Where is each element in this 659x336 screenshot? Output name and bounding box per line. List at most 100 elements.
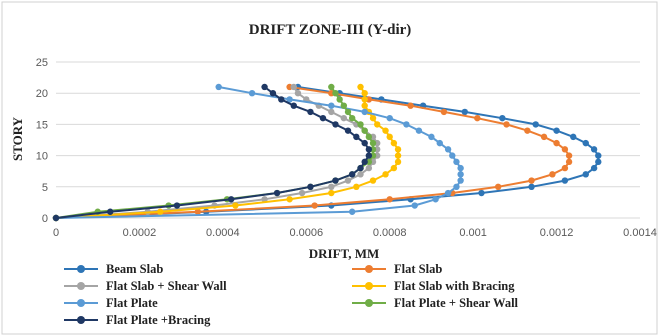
data-point (319, 114, 327, 122)
data-point (565, 152, 573, 159)
data-point (390, 164, 398, 172)
data-point (353, 183, 360, 190)
legend-swatch (352, 298, 386, 308)
grid-lines (56, 61, 640, 219)
data-point (261, 83, 268, 91)
data-point (499, 114, 506, 122)
data-point (232, 202, 239, 209)
data-point (361, 108, 368, 116)
data-point (369, 177, 377, 184)
legend-item: Flat Plate + Shear Wall (352, 296, 518, 310)
data-point (307, 183, 314, 190)
data-point (478, 189, 485, 197)
legend-swatch (64, 315, 98, 325)
data-point (344, 127, 352, 134)
legend-swatch (352, 264, 386, 274)
data-point (361, 158, 368, 166)
data-point (494, 183, 502, 190)
data-point (357, 121, 364, 128)
data-point (157, 208, 164, 215)
data-point (415, 127, 423, 134)
data-point (357, 164, 364, 172)
data-point (444, 146, 452, 153)
data-point (440, 108, 448, 116)
data-point (248, 90, 256, 97)
data-point (428, 133, 435, 141)
data-point (344, 177, 352, 184)
series-layer (52, 83, 602, 222)
data-point (365, 152, 373, 159)
data-point (528, 177, 535, 184)
y-tick-labels: 0 5 10 15 20 25 (36, 57, 48, 225)
data-point (290, 102, 297, 109)
x-tick-label: 0.0002 (123, 227, 157, 239)
legend-label: Flat Slab + Shear Wall (106, 278, 227, 293)
data-point (457, 164, 464, 172)
series-4 (52, 83, 464, 222)
data-point (553, 127, 560, 134)
data-point (394, 158, 402, 166)
data-point (278, 96, 285, 103)
legend-swatch (352, 281, 386, 291)
legend-item: Flat Slab + Shear Wall (64, 279, 227, 293)
data-point (561, 164, 569, 172)
x-tick-label: 0.001 (459, 227, 487, 239)
data-point (286, 96, 293, 103)
data-point (340, 102, 348, 109)
data-point (394, 152, 402, 159)
data-point (453, 158, 460, 166)
data-point (311, 202, 318, 209)
data-point (273, 189, 281, 197)
data-point (394, 146, 402, 153)
data-point (457, 177, 464, 184)
legend-item: Flat Plate (64, 296, 158, 310)
legend-item: Beam Slab (64, 262, 163, 276)
data-point (590, 164, 598, 172)
data-point (386, 133, 393, 141)
data-point (52, 214, 60, 222)
data-point (328, 189, 335, 197)
data-point (261, 196, 268, 203)
data-point (528, 183, 535, 190)
data-point (328, 102, 335, 109)
data-point (290, 83, 297, 91)
y-tick-label: 25 (36, 57, 48, 69)
legend-item: Flat Slab (352, 262, 442, 276)
data-point (369, 139, 377, 147)
data-point (298, 189, 306, 197)
data-point (361, 90, 368, 97)
legend-label: Flat Slab (394, 261, 443, 276)
data-point (328, 108, 335, 116)
data-point (348, 208, 356, 215)
x-tick-label: 0.0008 (373, 227, 407, 239)
data-point (582, 139, 589, 147)
data-point (436, 139, 443, 147)
x-tick-label: 0.0012 (540, 227, 574, 239)
legend-swatch (64, 264, 98, 274)
data-point (561, 177, 569, 184)
data-point (595, 152, 602, 159)
data-point (336, 96, 343, 103)
data-point (457, 171, 464, 178)
y-tick-label: 20 (36, 88, 48, 100)
series-3 (52, 83, 402, 222)
data-point (269, 90, 277, 97)
data-point (565, 158, 573, 166)
x-axis-label: DRIFT, MM (309, 246, 380, 261)
legend-item: Flat Slab with Bracing (352, 279, 515, 293)
data-point (524, 127, 531, 134)
data-point (328, 83, 335, 91)
data-point (382, 171, 389, 178)
data-point (286, 196, 293, 203)
data-point (570, 133, 577, 141)
data-point (361, 139, 368, 147)
data-point (228, 196, 235, 203)
legend-label: Flat Plate + Shear Wall (394, 295, 519, 310)
data-point (107, 208, 114, 215)
data-point (361, 127, 368, 134)
data-point (540, 133, 548, 141)
y-tick-label: 0 (42, 213, 48, 225)
data-point (348, 171, 356, 178)
series-line (55, 86, 571, 219)
legend-swatch (64, 298, 98, 308)
